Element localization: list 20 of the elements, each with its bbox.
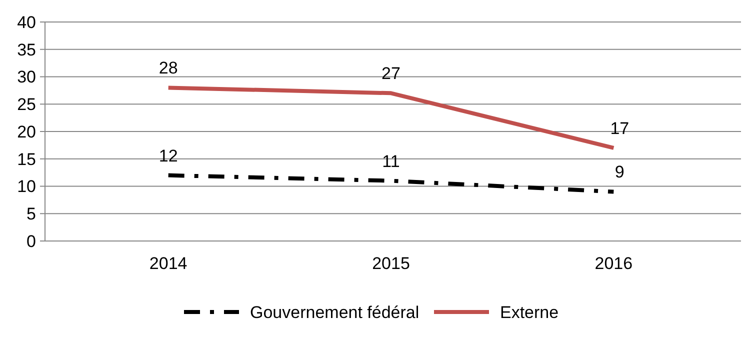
y-tick-label: 0 <box>26 232 36 251</box>
x-tick-label: 2015 <box>372 254 410 273</box>
data-label: 27 <box>382 64 400 84</box>
y-tick-label: 35 <box>17 40 36 60</box>
data-label: 9 <box>614 162 624 182</box>
data-label: 12 <box>158 146 178 166</box>
y-tick-label: 5 <box>26 204 36 224</box>
x-tick-label: 2016 <box>594 254 633 273</box>
y-tick-label: 10 <box>17 177 36 196</box>
y-tick-label: 25 <box>17 95 36 114</box>
data-label: 28 <box>158 58 178 78</box>
legend-label: Gouvernement fédéral <box>250 302 420 322</box>
y-tick-label: 20 <box>17 122 36 142</box>
y-tick-label: 40 <box>17 12 36 32</box>
data-label: 17 <box>610 118 630 138</box>
y-tick-label: 15 <box>17 150 36 169</box>
x-tick-label: 2014 <box>149 254 188 273</box>
data-label: 11 <box>382 152 400 171</box>
legend-label: Externe <box>500 302 559 322</box>
y-tick-label: 30 <box>17 68 36 87</box>
